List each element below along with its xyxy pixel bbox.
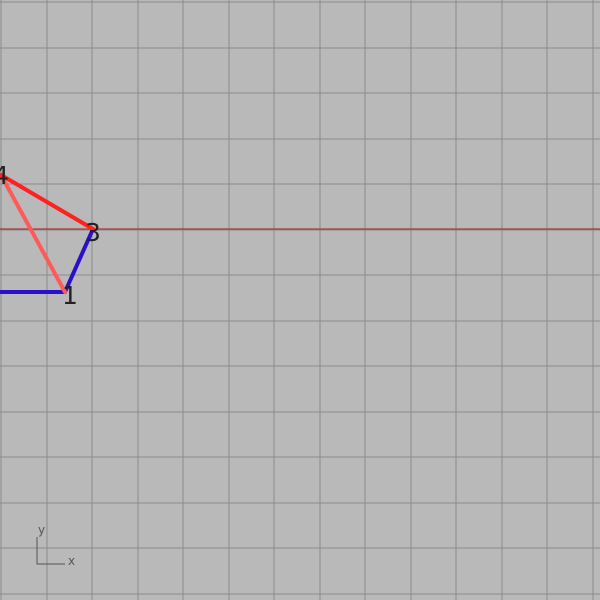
axis-indicator-lines [36,537,65,565]
point-label-1[interactable]: 1 [62,281,78,310]
edge-1-3[interactable] [63,227,95,294]
axis-indicator: y x [36,523,75,568]
point-label-3[interactable]: 3 [85,218,101,247]
axis-x-label: x [68,554,75,568]
edge-4-3[interactable] [0,173,95,231]
edge-4-1[interactable] [0,173,67,294]
axis-y-label: y [38,523,45,537]
point-label-4[interactable]: 4 [0,161,9,190]
